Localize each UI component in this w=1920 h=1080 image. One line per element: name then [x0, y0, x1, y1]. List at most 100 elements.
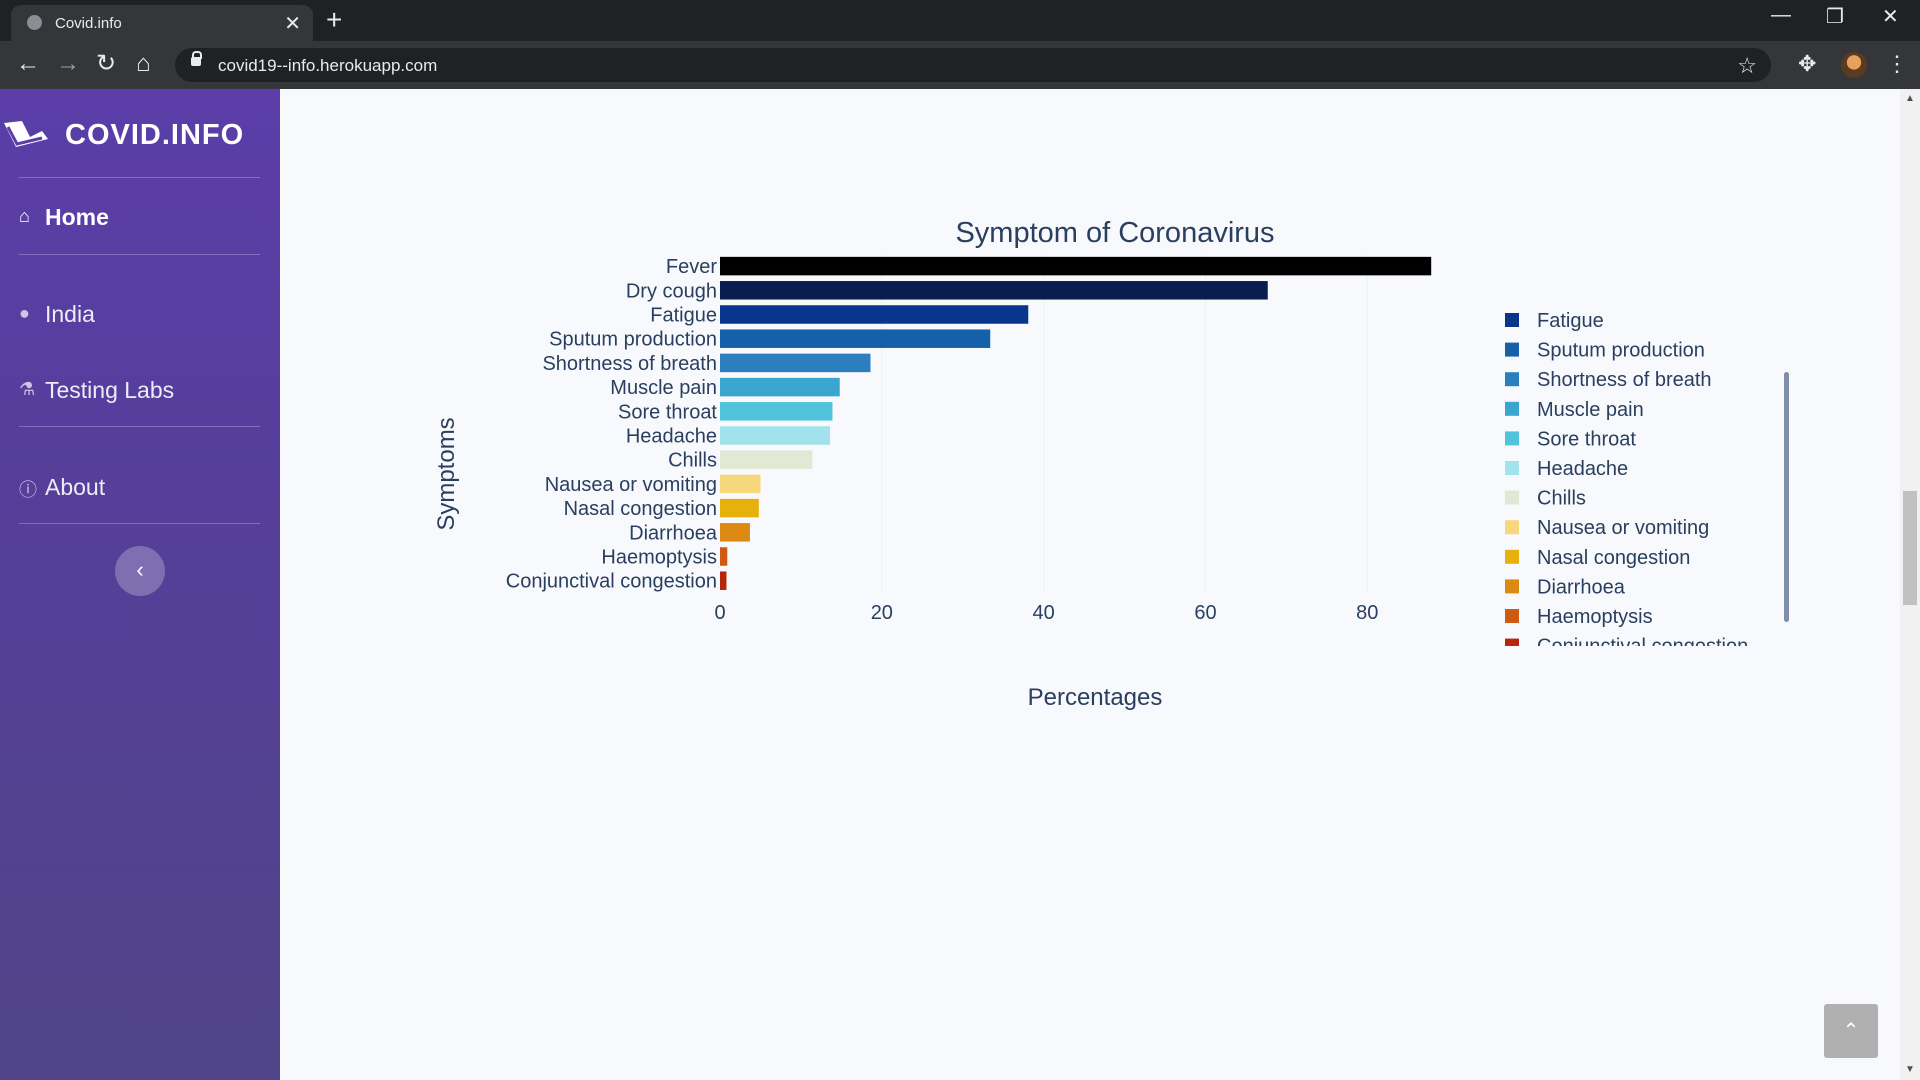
legend-item[interactable]: Chills — [1537, 488, 1586, 510]
legend-item[interactable]: Fatigue — [1537, 310, 1604, 332]
y-tick-label: Fatigue — [650, 305, 717, 327]
bar-dry-cough[interactable] — [720, 281, 1268, 300]
new-tab-button[interactable]: + — [326, 4, 343, 35]
forward-icon[interactable]: → — [56, 50, 80, 77]
bar-diarrhoea[interactable] — [720, 523, 750, 542]
close-tab-icon[interactable]: ✕ — [284, 13, 301, 35]
y-axis-title: Symptoms — [433, 417, 460, 530]
brand[interactable]: COVID.INFO — [0, 117, 280, 157]
sidebar-item-label: Home — [45, 204, 109, 230]
chart-title: Symptom of Coronavirus — [955, 217, 1274, 249]
y-tick-label: Conjunctival congestion — [506, 571, 717, 593]
y-tick-label: Fever — [666, 256, 717, 278]
flask-icon: ⚗ — [19, 379, 36, 399]
sidebar-item-home[interactable]: ⌂ Home — [19, 198, 260, 238]
legend-swatch — [1505, 520, 1519, 535]
y-tick-label: Nasal congestion — [564, 498, 717, 520]
sidebar-item-about[interactable]: ⓘ About — [19, 468, 260, 508]
legend-scrollbar[interactable] — [1784, 372, 1789, 622]
sidebar-item-india[interactable]: ● India — [19, 295, 260, 335]
y-tick-label: Haemoptysis — [601, 547, 717, 569]
lock-icon — [191, 51, 202, 66]
legend-swatch — [1505, 342, 1519, 357]
y-tick-label: Headache — [626, 426, 717, 448]
y-tick-label: Chills — [668, 450, 717, 472]
chart-legend[interactable]: Fatigue Sputum production Shortness of bre… — [1505, 310, 1748, 658]
sidebar: COVID.INFO ⌂ Home ● India ⚗ Testing Labs… — [0, 89, 280, 1080]
scroll-to-top-button[interactable]: ⌃ — [1824, 1004, 1878, 1058]
legend-item[interactable]: Sputum production — [1537, 340, 1705, 362]
legend-swatch — [1505, 490, 1519, 505]
legend-swatch — [1505, 579, 1519, 594]
scrollbar-thumb[interactable] — [1903, 491, 1917, 605]
close-window-icon[interactable]: ✕ — [1882, 6, 1899, 28]
y-tick-label: Shortness of breath — [542, 353, 717, 375]
home-browser-icon[interactable]: ⌂ — [136, 50, 151, 77]
legend-item[interactable]: Conjunctival congestion — [1537, 636, 1748, 658]
legend-item[interactable]: Nausea or vomiting — [1537, 517, 1709, 539]
back-icon[interactable]: ← — [16, 50, 40, 77]
x-axis-title: Percentages — [1028, 684, 1163, 711]
legend-swatch — [1505, 313, 1519, 327]
legend-item[interactable]: Muscle pain — [1537, 399, 1644, 421]
bar-fatigue[interactable] — [720, 305, 1029, 324]
bar-sore-throat[interactable] — [720, 402, 833, 421]
x-tick-label: 0 — [714, 602, 725, 624]
divider — [19, 523, 260, 524]
legend-swatch — [1505, 401, 1519, 416]
sidebar-collapse-button[interactable]: ‹ — [115, 546, 165, 596]
divider — [19, 177, 260, 178]
bar-fever[interactable] — [720, 256, 1432, 276]
profile-avatar[interactable] — [1841, 52, 1867, 78]
y-tick-label: Sore throat — [618, 401, 717, 423]
bar-chills[interactable] — [720, 450, 813, 469]
bar-muscle-pain[interactable] — [720, 377, 840, 397]
minimize-icon[interactable]: — — [1771, 4, 1791, 26]
sidebar-item-label: About — [45, 474, 106, 500]
legend-item[interactable]: Haemoptysis — [1537, 606, 1653, 628]
y-tick-label: Dry cough — [626, 280, 717, 302]
browser-tab-bar: Covid.info ✕ + — ❐ ✕ — [0, 0, 1920, 41]
bar-nausea-or-vomiting[interactable] — [720, 474, 761, 494]
sidebar-item-testing-labs[interactable]: ⚗ Testing Labs — [19, 371, 260, 411]
page-scrollbar[interactable]: ▲ ▼ — [1900, 89, 1920, 1080]
legend-item[interactable]: Sore throat — [1537, 428, 1636, 450]
legend-swatch — [1505, 431, 1519, 446]
tab-title: Covid.info — [55, 15, 122, 32]
scroll-up-icon[interactable]: ▲ — [1905, 93, 1915, 104]
main-content — [280, 89, 1900, 1080]
address-bar[interactable]: covid19--info.herokuapp.com ☆ — [175, 48, 1771, 82]
chart-bars — [720, 256, 1432, 590]
y-tick-label: Sputum production — [549, 329, 717, 351]
scroll-down-icon[interactable]: ▼ — [1905, 1064, 1915, 1075]
globe-icon — [27, 15, 42, 30]
x-tick-label: 60 — [1194, 602, 1216, 624]
sidebar-item-label: Testing Labs — [45, 377, 175, 403]
map-marker-icon: ● — [19, 303, 30, 323]
legend-item[interactable]: Nasal congestion — [1537, 547, 1690, 569]
legend-swatch — [1505, 638, 1519, 646]
legend-item[interactable]: Headache — [1537, 458, 1628, 480]
x-tick-label: 40 — [1033, 602, 1055, 624]
url-text: covid19--info.herokuapp.com — [218, 56, 438, 75]
bar-sputum-production[interactable] — [720, 329, 991, 348]
maximize-icon[interactable]: ❐ — [1826, 6, 1844, 28]
chart-grid — [881, 254, 1368, 593]
bar-haemoptysis[interactable] — [720, 547, 728, 566]
bar-shortness-of-breath[interactable] — [720, 353, 871, 373]
y-tick-label: Nausea or vomiting — [545, 474, 717, 496]
menu-dots-icon[interactable]: ⋮ — [1886, 51, 1908, 76]
extensions-icon[interactable]: ✥ — [1798, 51, 1817, 76]
home-icon: ⌂ — [19, 206, 30, 226]
legend-item[interactable]: Diarrhoea — [1537, 576, 1626, 598]
reload-icon[interactable]: ↻ — [96, 50, 117, 77]
bar-nasal-congestion[interactable] — [720, 498, 759, 518]
legend-swatch — [1505, 372, 1519, 387]
divider — [19, 426, 260, 427]
browser-tab[interactable]: Covid.info ✕ — [11, 5, 313, 41]
bar-conjunctival-congestion[interactable] — [720, 571, 727, 590]
legend-item[interactable]: Shortness of breath — [1537, 369, 1712, 391]
bookmark-star-icon[interactable]: ☆ — [1737, 53, 1757, 78]
bar-headache[interactable] — [720, 426, 831, 445]
